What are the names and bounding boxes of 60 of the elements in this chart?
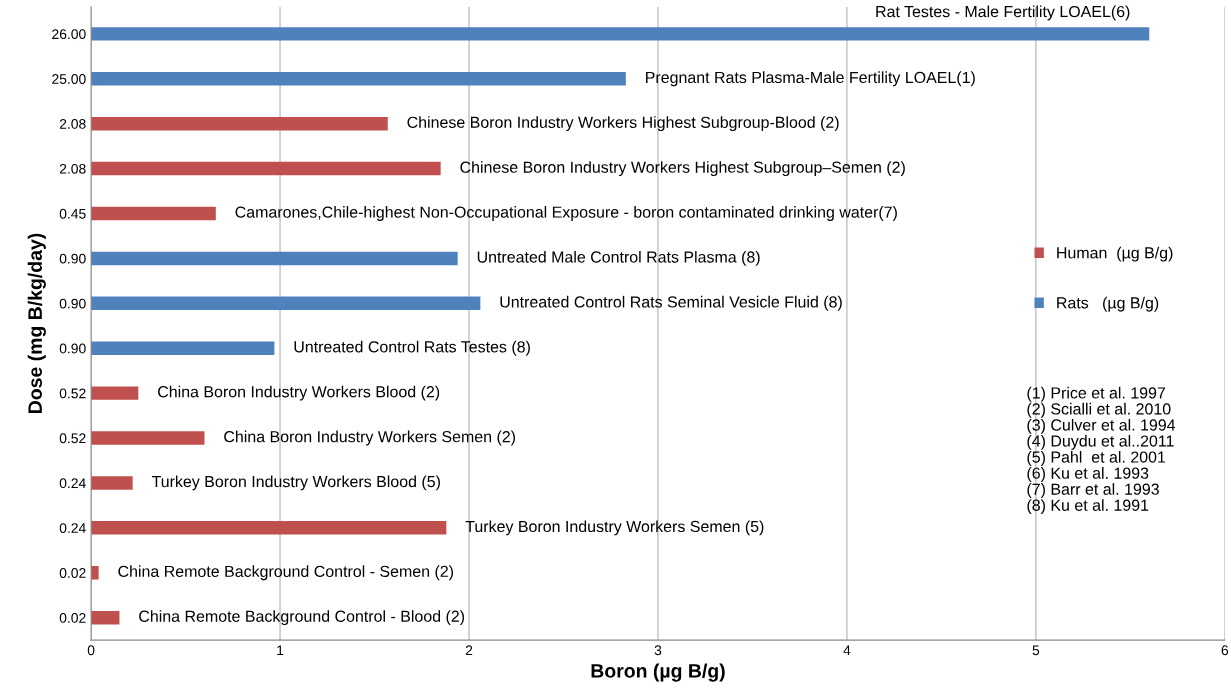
annotation: (5) Pahl et al. 2001 — [1027, 451, 1166, 466]
annotation: China Boron Industry Workers Semen (2) — [224, 430, 516, 446]
annotation: (1) Price et al. 1997 — [1027, 386, 1166, 402]
annotation: Turkey Boron Industry Workers Blood (5) — [151, 475, 440, 491]
y-axis-title: Dose (mg B/kg/day) — [27, 233, 46, 413]
y-tick-label: 0.52 — [59, 388, 86, 399]
annotation: Pregnant Rats Plasma-Male Fertility LOAEL(1) — [646, 71, 975, 87]
bar — [91, 206, 216, 221]
annotation: (8) Ku et al. 1991 — [1027, 499, 1149, 515]
annotation: (3) Culver et al. 1994 — [1027, 418, 1176, 434]
y-tick-label: 0.45 — [59, 208, 86, 219]
x-tick-label: 3 — [654, 645, 662, 656]
bar — [91, 296, 481, 311]
y-tick-label: 2.08 — [59, 119, 86, 129]
y-tick-label: 0.02 — [59, 612, 86, 623]
bar — [91, 386, 139, 400]
annotation: (6) Ku et al. 1993 — [1027, 467, 1149, 482]
x-tick-label: 2 — [465, 645, 473, 656]
y-tick-label: 0.24 — [59, 523, 86, 533]
x-axis-title: Boron (µg B/g) — [591, 663, 725, 682]
y-tick-label: 2.08 — [59, 163, 86, 174]
annotation: Untreated Control Rats Seminal Vesicle Fluid (8) — [500, 295, 842, 311]
y-tick-label: 25.00 — [52, 74, 86, 84]
y-tick-label: 26.00 — [52, 29, 86, 40]
y-tick-label: 0.24 — [59, 478, 86, 489]
bar — [91, 72, 626, 86]
annotation: Untreated Control Rats Testes (8) — [294, 340, 530, 356]
legend-label: Human (µg B/g) — [1057, 246, 1173, 262]
annotation: (2) Scialli et al. 2010 — [1027, 402, 1171, 418]
legend-label: Rats (µg B/g) — [1057, 296, 1159, 312]
x-tick-label: 4 — [843, 645, 851, 656]
y-tick-label: 0.90 — [59, 343, 86, 354]
bar — [91, 521, 447, 535]
annotation: China Remote Background Control - Blood (2) — [139, 610, 465, 626]
annotation: Chinese Boron Industry Workers Highest Subgroup–Semen (2) — [460, 161, 905, 177]
annotation: (7) Barr et al. 1993 — [1027, 483, 1159, 498]
bar — [91, 341, 275, 355]
bar — [91, 431, 205, 445]
x-tick-label: 0 — [87, 645, 95, 656]
bar — [91, 476, 133, 490]
y-tick-label: 0.90 — [59, 253, 86, 264]
bar — [91, 610, 120, 625]
annotation: Rat Testes - Male Fertility LOAEL(6) — [876, 5, 1130, 21]
annotation: Chinese Boron Industry Workers Highest Subgroup-Blood (2) — [407, 116, 839, 132]
bar — [91, 116, 388, 131]
y-tick-label: 0.02 — [59, 568, 86, 578]
annotation: China Remote Background Control - Semen (2) — [118, 565, 454, 581]
x-tick-label: 6 — [1221, 645, 1229, 656]
y-tick-label: 0.90 — [59, 298, 86, 309]
bar — [91, 251, 458, 266]
x-tick-label: 5 — [1032, 645, 1040, 656]
bar — [91, 27, 1150, 41]
annotation: China Boron Industry Workers Blood (2) — [158, 385, 440, 401]
annotation: Untreated Male Control Rats Plasma (8) — [477, 250, 760, 266]
annotation: Camarones,Chile-highest Non-Occupational Exposure - boron contaminated drinking water(7) — [235, 206, 897, 221]
x-tick-label: 1 — [277, 645, 284, 656]
bar — [91, 161, 441, 176]
annotation: (4) Duydu et al..2011 — [1027, 434, 1174, 450]
y-tick-label: 0.52 — [59, 433, 86, 444]
annotation: Turkey Boron Industry Workers Semen (5) — [465, 520, 764, 536]
